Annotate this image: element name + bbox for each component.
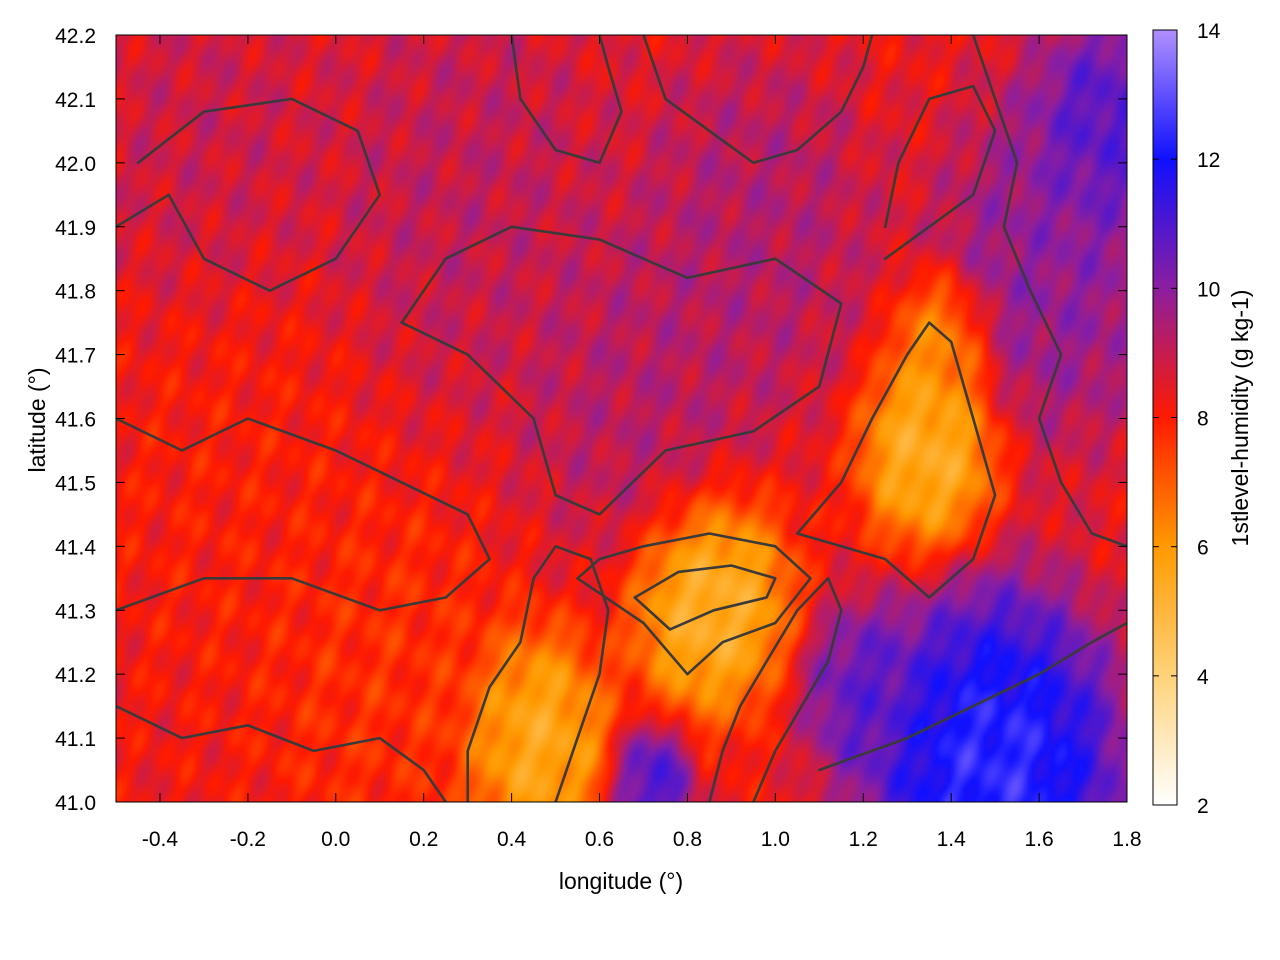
colorbar-tick-label: 10: [1197, 278, 1220, 301]
x-tick-label: 1.0: [761, 828, 790, 851]
contour-line: [796, 321, 997, 599]
y-tick-label: 41.9: [55, 217, 96, 240]
y-tick-label: 41.0: [55, 792, 96, 815]
contour-line: [466, 545, 610, 802]
y-axis-label: latitude (°): [24, 367, 50, 472]
contour-line: [116, 97, 381, 292]
contour-line: [510, 35, 623, 165]
y-tick-label: 42.1: [55, 89, 96, 112]
contour-line: [642, 35, 874, 165]
x-tick-label: 1.8: [1112, 828, 1141, 851]
x-tick-label: 1.6: [1024, 828, 1053, 851]
x-tick-label: 0.8: [673, 828, 702, 851]
x-tick-label: 1.2: [849, 828, 878, 851]
y-tick-label: 41.4: [55, 536, 96, 559]
y-tick-label: 41.1: [55, 728, 96, 751]
colorbar: 2 4 6 8 10 12 14 1stlevel-humidity (g kg-1): [1152, 20, 1253, 818]
contour-line: [116, 417, 491, 612]
colorbar-tick-label: 6: [1197, 537, 1209, 560]
terrain-contours: [116, 35, 1127, 802]
colorbar-tick-label: 8: [1197, 408, 1209, 431]
x-tick-label: 0.6: [585, 828, 614, 851]
x-tick-label: -0.4: [142, 828, 179, 851]
x-tick-label: 1.4: [937, 828, 967, 851]
x-axis-label: longitude (°): [559, 868, 683, 894]
colorbar-tick-label: 4: [1197, 666, 1209, 689]
contour-line: [576, 532, 812, 676]
contour-line: [818, 621, 1127, 772]
contour-line: [971, 35, 1127, 548]
x-tick-label: 0.0: [321, 828, 350, 851]
y-tick-label: 41.5: [55, 472, 96, 495]
x-tick-label: 0.4: [497, 828, 527, 851]
y-tick-label: 41.8: [55, 281, 96, 304]
y-tick-label: 41.3: [55, 600, 96, 623]
contour-line: [400, 225, 843, 516]
y-tick-label: 41.6: [55, 409, 96, 432]
y-tick-label: 41.7: [55, 345, 96, 368]
contour-line: [116, 704, 447, 802]
colorbar-tick-label: 14: [1197, 20, 1221, 43]
colorbar-ticks: 2 4 6 8 10 12 14: [1153, 20, 1221, 818]
colorbar-label: 1stlevel-humidity (g kg-1): [1227, 290, 1253, 547]
contour-line: [883, 84, 997, 260]
colorbar-tick-label: 12: [1197, 149, 1220, 172]
y-tick-label: 42.0: [55, 153, 96, 176]
y-axis: 41.0 41.1 41.2 41.3 41.4 41.5 41.6 41.7 41.8 41.9…: [55, 25, 1127, 815]
plot-area: [115, 34, 1128, 803]
contour-line: [633, 564, 777, 631]
x-tick-label: 0.2: [409, 828, 438, 851]
x-axis: -0.4 -0.2 0.0 0.2 0.4 0.6 0.8 1.0 1.2 1.4 1.6 1.8: [142, 35, 1142, 851]
y-tick-label: 41.2: [55, 664, 96, 687]
x-tick-label: -0.2: [230, 828, 266, 851]
colorbar-tick-label: 2: [1197, 795, 1209, 818]
contour-line: [708, 577, 843, 802]
y-tick-label: 42.2: [55, 25, 96, 48]
humidity-heatmap: [116, 35, 1127, 802]
